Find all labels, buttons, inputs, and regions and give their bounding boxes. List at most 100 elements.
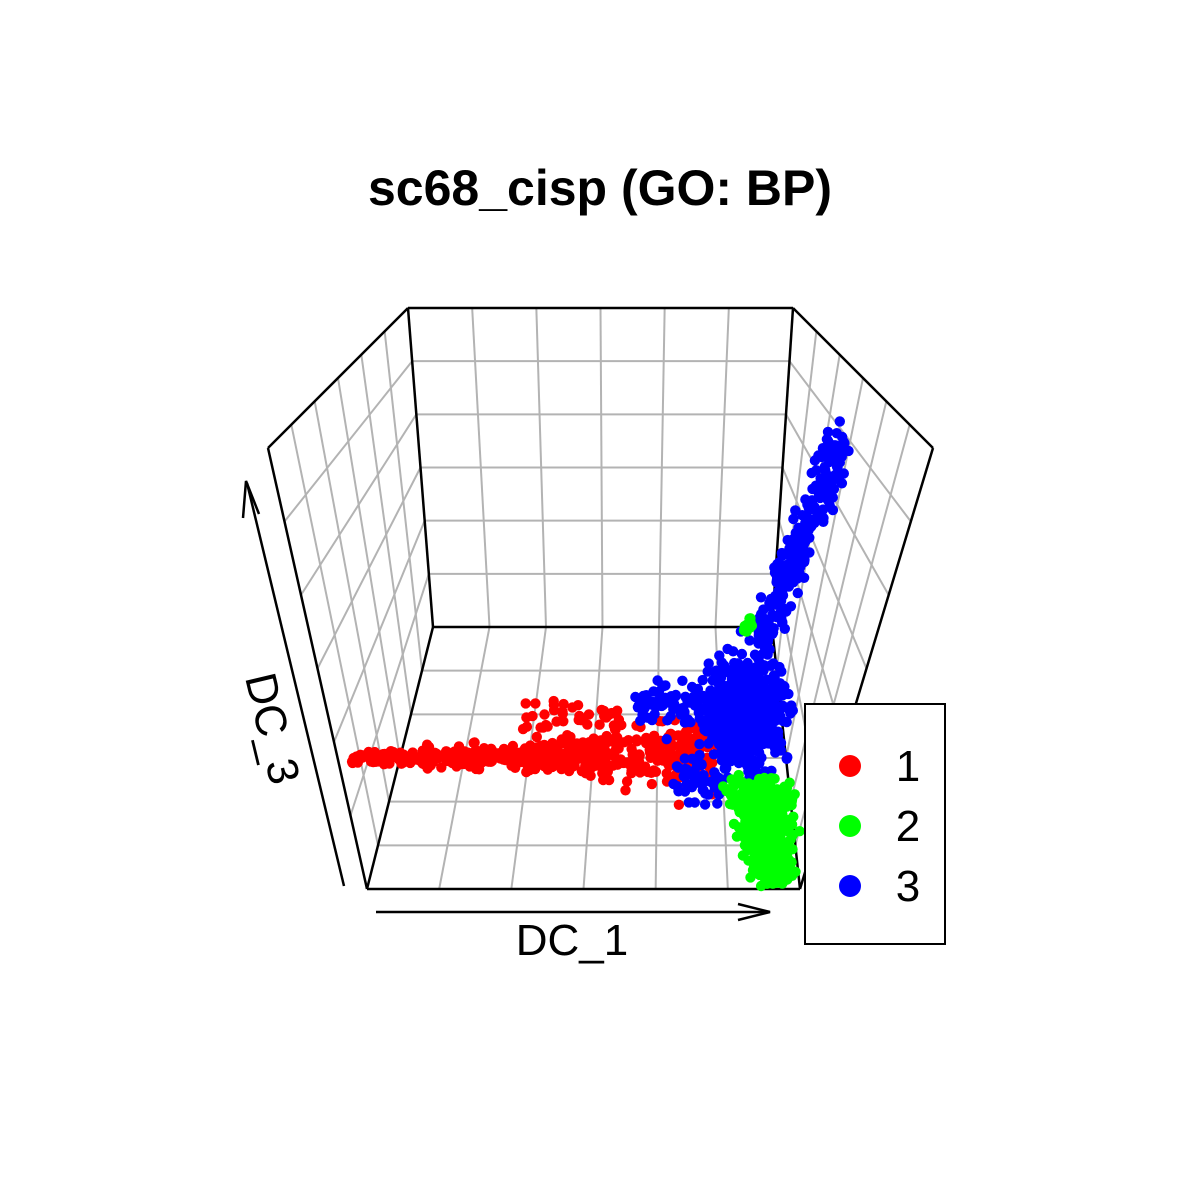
data-point-series-3: [755, 592, 767, 603]
data-point-series-3: [637, 694, 649, 706]
data-point-series-3: [694, 739, 705, 750]
data-point-series-1: [530, 698, 541, 709]
data-point-series-2: [786, 857, 797, 868]
data-point-series-3: [689, 797, 700, 808]
data-point-series-3: [632, 702, 644, 713]
data-point-series-2: [724, 798, 736, 810]
data-point-series-2: [788, 811, 799, 822]
data-point-series-3: [806, 467, 817, 479]
data-point-series-1: [558, 716, 569, 727]
y-axis-arrow: [241, 480, 346, 887]
data-point-series-1: [473, 764, 485, 775]
grid-line: [788, 360, 912, 523]
data-point-series-3: [774, 691, 785, 702]
y-axis-label: DC_3: [235, 668, 309, 789]
data-point-series-3: [782, 752, 793, 763]
data-point-series-3: [798, 538, 810, 550]
data-point-series-3: [677, 675, 688, 686]
data-point-series-3: [809, 517, 820, 529]
data-point-series-3: [661, 734, 672, 745]
legend-label-3: 3: [896, 862, 920, 911]
data-point-series-1: [650, 737, 662, 749]
data-point-series-3: [693, 774, 704, 785]
data-point-series-3: [714, 650, 725, 661]
data-point-series-3: [662, 715, 673, 726]
data-point-series-3: [770, 714, 781, 726]
data-point-series-1: [520, 744, 532, 756]
data-point-series-3: [700, 788, 711, 799]
data-point-series-2: [758, 822, 769, 834]
data-point-series-3: [822, 426, 834, 438]
data-point-series-2: [763, 782, 774, 793]
data-point-series-1: [598, 774, 609, 786]
data-point-series-3: [736, 648, 748, 660]
data-point-series-3: [744, 701, 755, 712]
data-point-series-3: [761, 686, 773, 697]
data-point-series-1: [593, 751, 605, 762]
data-point-series-1: [531, 731, 542, 743]
data-point-series-3: [768, 658, 779, 669]
data-point-series-1: [421, 739, 433, 750]
x-axis-arrow: [376, 902, 771, 922]
data-point-series-3: [709, 687, 720, 699]
data-point-series-3: [686, 782, 698, 793]
grid-line: [300, 413, 418, 596]
data-point-series-3: [685, 767, 697, 779]
data-point-series-3: [682, 696, 693, 707]
data-point-series-1: [640, 761, 651, 772]
data-point-series-2: [769, 865, 780, 877]
data-point-series-1: [652, 755, 663, 766]
data-point-series-2: [738, 829, 749, 840]
data-point-series-1: [580, 760, 591, 772]
data-point-series-2: [721, 785, 732, 797]
data-point-series-3: [744, 635, 755, 646]
data-point-series-3: [693, 707, 704, 718]
data-point-series-1: [356, 750, 367, 761]
data-point-series-1: [487, 745, 498, 757]
data-point-series-3: [772, 726, 784, 737]
data-point-series-2: [761, 841, 773, 852]
data-point-series-3: [710, 666, 722, 677]
data-point-series-3: [753, 630, 764, 641]
data-point-series-2: [789, 789, 800, 800]
data-point-series-1: [601, 751, 612, 763]
data-point-series-3: [733, 757, 744, 769]
data-point-series-1: [673, 799, 685, 810]
data-point-series-2: [733, 776, 745, 788]
data-point-series-3: [838, 468, 849, 479]
data-point-series-2: [769, 851, 780, 863]
data-point-series-2: [755, 794, 766, 805]
data-point-series-3: [685, 717, 696, 728]
data-point-series-3: [759, 717, 770, 728]
data-point-series-3: [789, 538, 800, 549]
data-point-series-3: [703, 658, 714, 669]
data-point-series-1: [601, 730, 612, 742]
data-point-series-3: [708, 749, 720, 760]
data-point-series-3: [774, 678, 786, 689]
data-point-series-2: [754, 773, 765, 785]
data-point-series-3: [753, 747, 765, 758]
data-point-series-3: [788, 513, 799, 525]
data-point-series-3: [811, 506, 823, 517]
data-point-series-3: [749, 649, 761, 660]
data-point-series-1: [631, 734, 642, 745]
data-point-series-1: [437, 750, 448, 761]
data-point-series-2: [737, 850, 749, 861]
data-point-series-3: [825, 471, 836, 482]
data-point-series-1: [550, 757, 562, 768]
data-point-series-3: [773, 586, 784, 597]
grid-line: [283, 360, 413, 523]
data-point-series-1: [485, 756, 497, 767]
data-point-series-3: [772, 734, 783, 746]
data-point-series-3: [834, 416, 845, 427]
data-point-series-3: [785, 708, 796, 719]
data-point-series-1: [650, 766, 662, 777]
grid-line: [360, 354, 412, 715]
data-point-series-3: [783, 688, 794, 700]
data-point-series-1: [527, 710, 538, 722]
data-point-series-1: [584, 737, 595, 748]
data-point-series-3: [668, 778, 679, 790]
data-point-series-2: [794, 826, 805, 837]
data-point-series-2: [745, 872, 756, 883]
